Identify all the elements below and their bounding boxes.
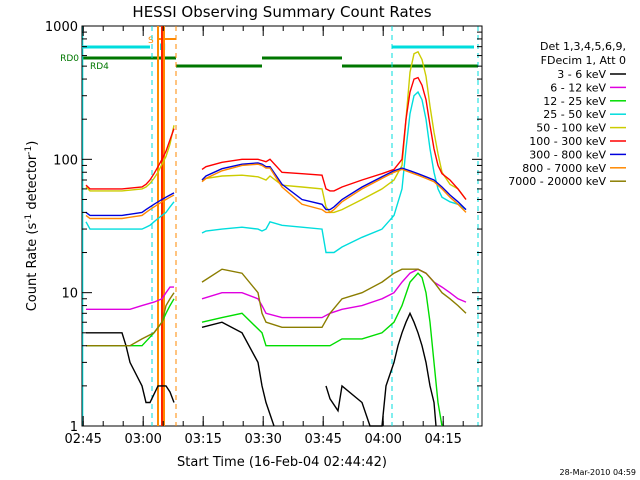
x-tick-label: 03:45 xyxy=(304,432,341,447)
series-line xyxy=(85,50,467,214)
x-tick-label: 02:45 xyxy=(64,432,101,447)
legend-entry-label: 12 - 25 keV xyxy=(543,95,606,108)
s-flag-label: S xyxy=(148,36,154,46)
y-axis-label-part: Count Rate (s xyxy=(25,223,40,312)
timestamp: 28-Mar-2010 04:59 xyxy=(560,468,637,477)
series-line xyxy=(86,311,437,427)
legend-header: FDecim 1, Att 0 xyxy=(541,54,626,67)
x-tick-label: 03:30 xyxy=(244,432,281,447)
legend-header: Det 1,3,4,5,6,9, xyxy=(540,40,626,53)
y-tick-label: 10 xyxy=(61,287,78,302)
legend: Det 1,3,4,5,6,9, FDecim 1, Att 0 3 - 6 k… xyxy=(508,40,626,188)
legend-entry-label: 50 - 100 keV xyxy=(536,122,606,135)
x-tick-label: 03:15 xyxy=(184,432,221,447)
legend-entry-label: 100 - 300 keV xyxy=(529,135,606,148)
x-tick-label: 03:00 xyxy=(124,432,161,447)
y-axis-label-sup: -1 xyxy=(24,214,34,223)
legend-entry-label: 6 - 12 keV xyxy=(550,81,606,94)
series-line xyxy=(86,268,467,319)
y-axis-label-part: detector xyxy=(25,154,40,214)
legend-entry-label: 7000 - 20000 keV xyxy=(508,175,606,188)
y-tick-label: 1000 xyxy=(45,20,78,35)
chart-title: HESSI Observing Summary Count Rates xyxy=(132,3,431,21)
y-axis-label: Count Rate (s-1 detector-1) xyxy=(24,141,40,312)
x-axis-ticks: 02:45 03:00 03:15 03:30 03:45 04:00 04:15 xyxy=(64,26,464,447)
series-line xyxy=(85,163,467,220)
plot-area xyxy=(81,25,483,427)
observing-flags: RD0RD4SN xyxy=(60,26,479,426)
legend-entry-label: 800 - 7000 keV xyxy=(522,162,606,175)
series-group xyxy=(85,50,467,427)
legend-entry-label: 300 - 800 keV xyxy=(529,148,606,161)
legend-entry-label: 3 - 6 keV xyxy=(557,68,606,81)
y-axis-ticks: 1 10 100 1000 xyxy=(45,20,482,435)
series-line xyxy=(86,268,467,347)
x-axis-label: Start Time (16-Feb-04 02:44:42) xyxy=(177,455,387,470)
rd4-label: RD4 xyxy=(90,62,109,72)
x-tick-label: 04:00 xyxy=(364,432,401,447)
y-tick-label: 100 xyxy=(53,153,78,168)
legend-entry-label: 25 - 50 keV xyxy=(543,108,606,121)
rd0-label: RD0 xyxy=(60,54,79,64)
y-axis-label-sup: -1 xyxy=(24,146,34,155)
y-axis-label-part: ) xyxy=(25,141,40,146)
series-line xyxy=(85,76,467,200)
series-line xyxy=(85,90,467,254)
x-tick-label: 04:15 xyxy=(424,432,461,447)
y-tick-label: 1 xyxy=(70,420,78,435)
series-line xyxy=(85,162,467,217)
